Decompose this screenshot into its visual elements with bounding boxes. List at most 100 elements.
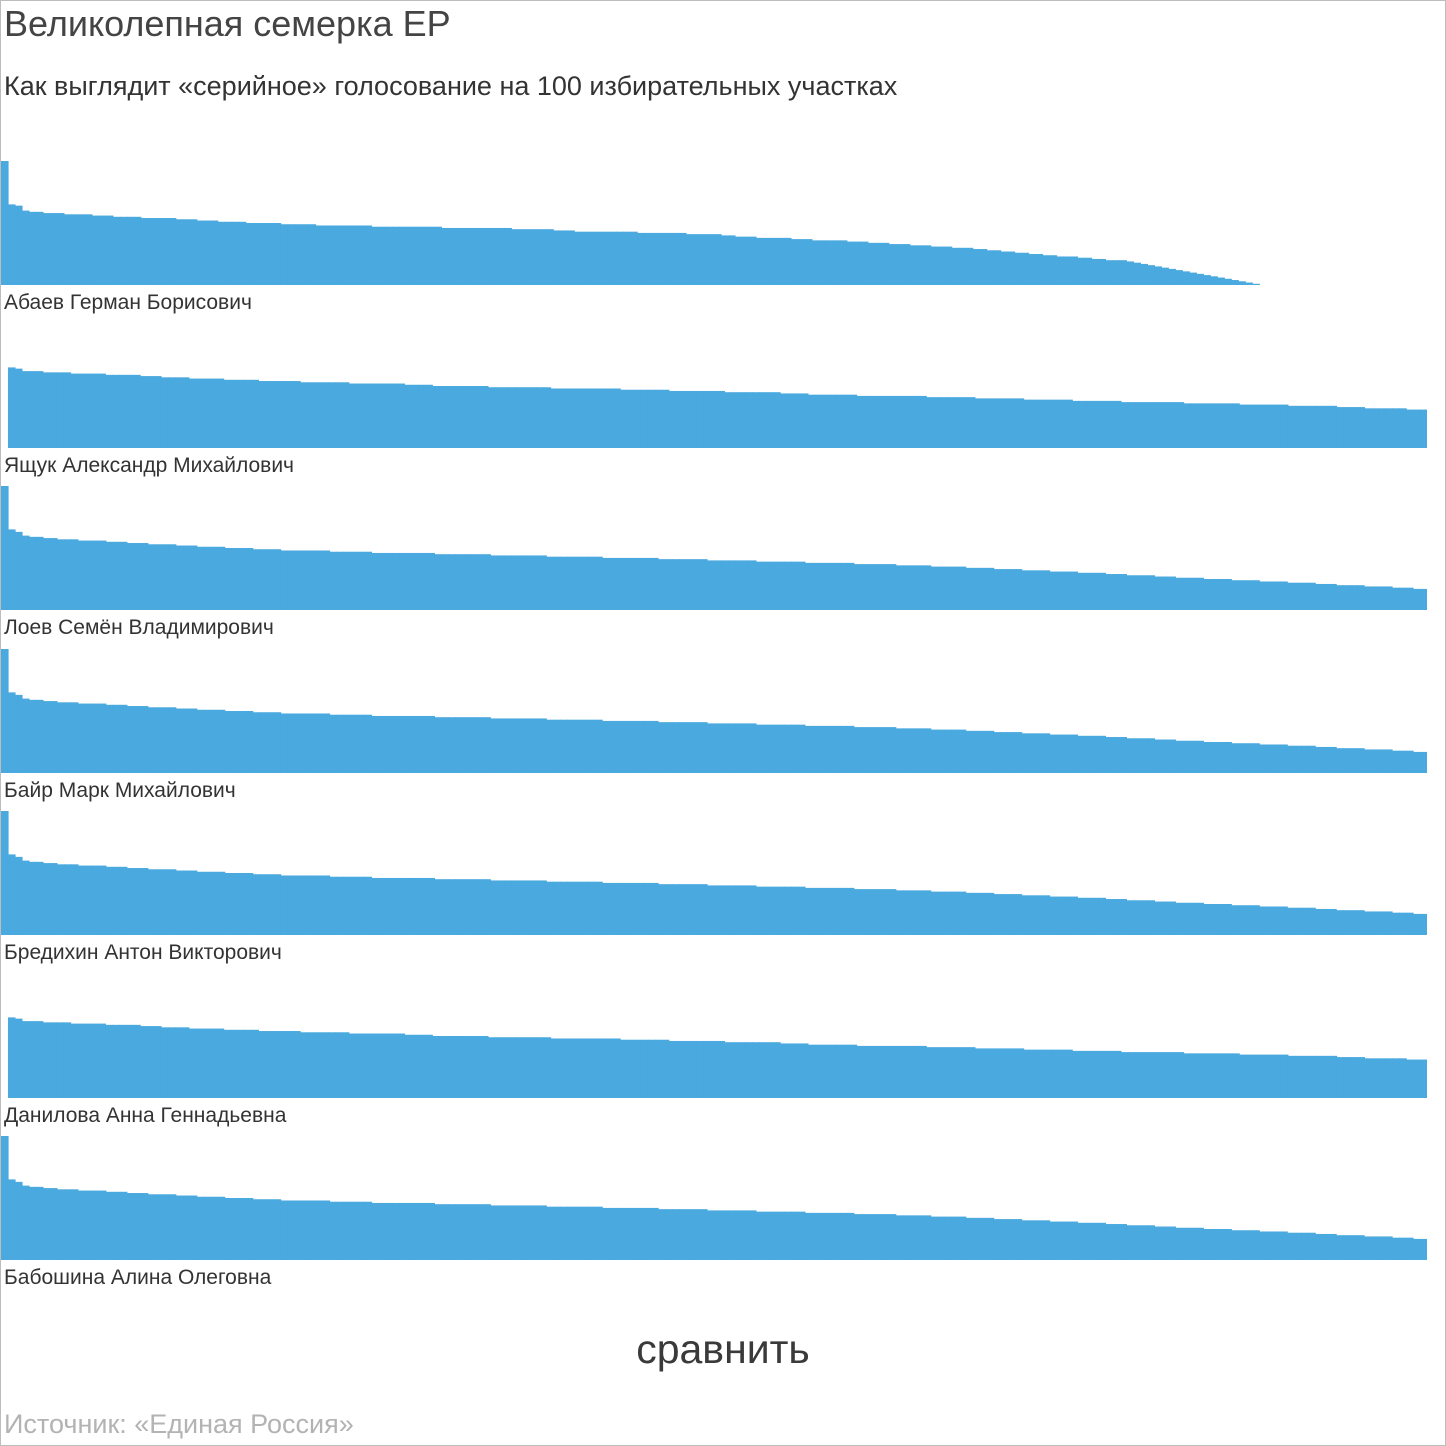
bar — [682, 390, 691, 448]
bar — [1141, 1051, 1150, 1098]
bar — [1350, 406, 1359, 448]
bar — [1371, 1236, 1379, 1260]
bar — [1056, 256, 1065, 285]
bar — [84, 703, 93, 773]
bar — [916, 1215, 925, 1260]
bar — [1385, 1057, 1393, 1098]
bar — [7, 1179, 16, 1260]
bar — [1070, 571, 1079, 610]
bar — [1350, 1235, 1358, 1260]
bar — [546, 881, 554, 935]
bar — [287, 875, 296, 935]
bar — [1378, 407, 1386, 448]
bar — [546, 556, 554, 610]
bar — [581, 556, 589, 610]
bar — [308, 224, 317, 285]
bar — [553, 881, 561, 935]
bar — [766, 1041, 774, 1098]
bar — [327, 381, 336, 448]
bar — [1280, 743, 1288, 773]
bar — [490, 227, 498, 285]
bar — [933, 1046, 941, 1098]
bar — [1098, 572, 1107, 610]
bar — [874, 564, 883, 610]
bar — [223, 379, 232, 448]
bar — [947, 396, 955, 448]
bar — [182, 1195, 191, 1260]
bar — [1077, 735, 1086, 773]
bar — [525, 717, 533, 773]
bar — [418, 1034, 426, 1098]
bar — [888, 1214, 897, 1260]
bar — [640, 1039, 649, 1098]
bar — [1119, 260, 1128, 285]
candidate-panel: Ящук Александр Михайлович — [1, 322, 1445, 477]
bar — [553, 719, 561, 773]
bar — [1343, 910, 1351, 935]
bar — [1224, 904, 1232, 935]
bar — [98, 540, 107, 610]
bar — [266, 223, 275, 285]
bar — [322, 225, 331, 285]
bar — [567, 556, 575, 610]
bar — [1232, 402, 1240, 448]
bar — [835, 394, 844, 448]
bar — [84, 214, 93, 285]
bar — [539, 880, 547, 935]
bar — [818, 887, 827, 935]
bar — [140, 543, 149, 610]
compare-button[interactable]: сравнить — [561, 1319, 885, 1379]
bar — [644, 1207, 652, 1260]
bar — [891, 395, 899, 448]
bar — [49, 213, 58, 285]
bar — [1014, 731, 1023, 773]
bar — [427, 552, 435, 610]
bar — [378, 552, 387, 610]
bar — [1113, 1050, 1122, 1098]
bar — [483, 879, 491, 935]
bar — [460, 385, 468, 448]
bar — [56, 539, 65, 610]
bar — [1077, 897, 1086, 935]
bar — [958, 729, 967, 773]
bar — [448, 1204, 456, 1260]
bar — [497, 227, 505, 285]
bar — [902, 244, 911, 285]
bar — [1183, 1052, 1192, 1098]
bar — [958, 566, 967, 610]
bar — [1021, 1220, 1030, 1260]
bar — [661, 389, 670, 448]
bar — [329, 551, 338, 610]
bar — [189, 1195, 198, 1260]
bar — [644, 882, 652, 935]
bar — [238, 1198, 247, 1260]
bar — [518, 555, 526, 610]
bar — [1245, 282, 1253, 285]
bar — [119, 216, 128, 285]
bar — [35, 536, 44, 610]
bar — [1371, 911, 1379, 935]
bar — [1051, 399, 1059, 448]
bar — [877, 1045, 886, 1098]
bar — [644, 232, 652, 285]
bar — [307, 381, 315, 448]
bar — [350, 714, 359, 773]
bar — [441, 879, 449, 935]
bar — [70, 1189, 79, 1260]
bar — [620, 1039, 628, 1098]
bar — [1217, 277, 1225, 285]
bar — [627, 389, 635, 448]
bar — [930, 246, 939, 285]
bar — [441, 227, 449, 285]
bar — [1056, 571, 1065, 610]
bar — [902, 890, 911, 935]
bar — [1169, 401, 1178, 448]
bar — [168, 544, 177, 610]
bar — [490, 880, 498, 935]
bar — [511, 880, 519, 935]
bar — [105, 1191, 114, 1260]
bar — [1182, 902, 1190, 935]
bar — [630, 557, 638, 610]
bar — [804, 887, 813, 935]
bar — [870, 395, 879, 448]
